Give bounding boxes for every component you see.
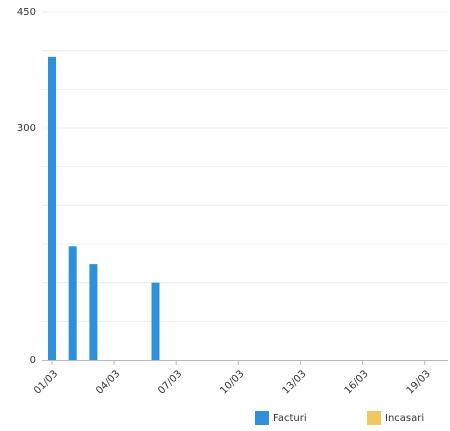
y-tick-label: 450: [17, 7, 36, 18]
bar[interactable]: [68, 246, 77, 360]
x-tick-label: 13/03: [280, 368, 308, 396]
y-tick-label: 300: [17, 123, 36, 134]
legend-swatch[interactable]: [367, 411, 381, 425]
legend-label[interactable]: Incasari: [385, 413, 424, 424]
x-tick-label: 10/03: [218, 368, 246, 396]
legend-swatch[interactable]: [255, 411, 269, 425]
bar[interactable]: [151, 282, 160, 360]
x-tick-label: 19/03: [405, 368, 433, 396]
bar[interactable]: [48, 56, 56, 360]
x-tick-label: 07/03: [156, 368, 184, 396]
x-tick-label: 04/03: [94, 368, 122, 396]
x-tick-label: 01/03: [32, 368, 60, 396]
x-tick-label: 16/03: [343, 368, 371, 396]
legend-label[interactable]: Facturi: [273, 413, 307, 424]
bar[interactable]: [89, 264, 98, 360]
y-tick-label: 0: [30, 355, 36, 366]
